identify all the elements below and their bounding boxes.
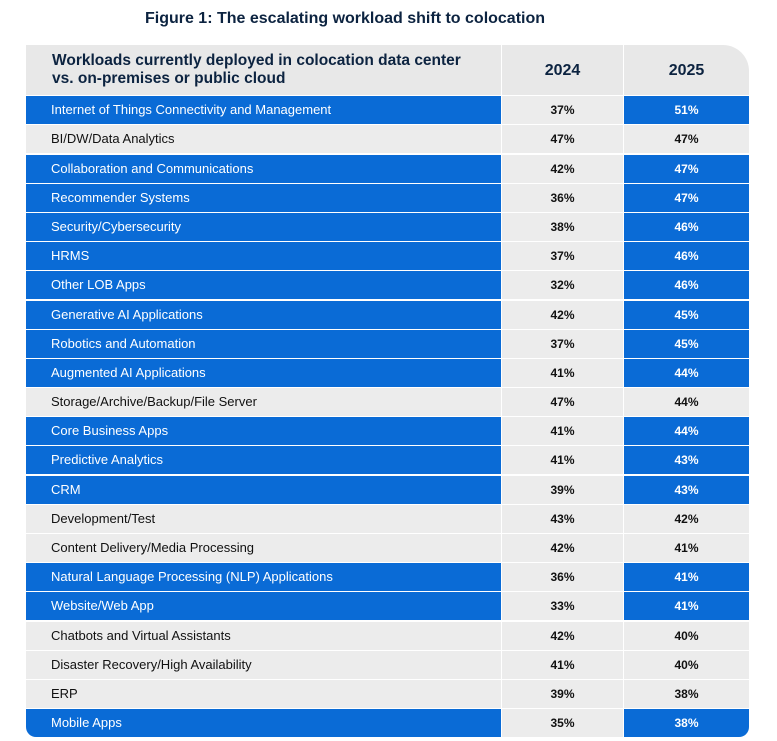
row-label: Collaboration and Communications: [26, 154, 501, 183]
value-2025: 45%: [624, 329, 749, 358]
row-label: Website/Web App: [26, 592, 501, 621]
value-2024: 41%: [502, 417, 623, 446]
table-row: Collaboration and Communications 42% 47%: [26, 154, 749, 183]
value-2024: 42%: [502, 154, 623, 183]
header-divider: [501, 45, 502, 95]
table-body: Internet of Things Connectivity and Mana…: [26, 96, 749, 738]
table-row: ERP 39% 38%: [26, 679, 749, 708]
figure-title: Figure 1: The escalating workload shift …: [144, 10, 546, 27]
row-label: Development/Test: [26, 504, 501, 533]
row-label: Natural Language Processing (NLP) Applic…: [26, 563, 501, 592]
value-2025: 46%: [624, 212, 749, 241]
table-row: Natural Language Processing (NLP) Applic…: [26, 563, 749, 592]
value-2024: 43%: [502, 504, 623, 533]
value-2024: 33%: [502, 592, 623, 621]
value-2024: 35%: [502, 709, 623, 738]
table-row: Chatbots and Virtual Assistants 42% 40%: [26, 621, 749, 650]
value-2025: 40%: [624, 621, 749, 650]
value-2024: 37%: [502, 242, 623, 271]
value-2024: 38%: [502, 212, 623, 241]
value-2025: 43%: [624, 446, 749, 475]
row-label: BI/DW/Data Analytics: [26, 125, 501, 154]
value-2025: 45%: [624, 300, 749, 329]
workload-table: Workloads currently deployed in colocati…: [26, 45, 749, 738]
value-2025: 51%: [624, 96, 749, 125]
row-label: CRM: [26, 475, 501, 504]
value-2024: 36%: [502, 563, 623, 592]
value-2025: 43%: [624, 475, 749, 504]
table-row: Content Delivery/Media Processing 42% 41%: [26, 534, 749, 562]
value-2024: 39%: [502, 679, 623, 708]
table-row: Internet of Things Connectivity and Mana…: [26, 96, 749, 125]
value-2024: 42%: [502, 621, 623, 650]
table-row: Website/Web App 33% 41%: [26, 592, 749, 621]
table-row: Security/Cybersecurity 38% 46%: [26, 212, 749, 241]
value-2024: 47%: [502, 125, 623, 154]
value-2024: 36%: [502, 183, 623, 212]
value-2024: 32%: [502, 271, 623, 300]
value-2024: 42%: [502, 534, 623, 562]
table-row: Other LOB Apps 32% 46%: [26, 271, 749, 300]
value-2025: 47%: [624, 183, 749, 212]
table-row: Predictive Analytics 41% 43%: [26, 446, 749, 475]
value-2025: 40%: [624, 650, 749, 679]
row-label: HRMS: [26, 242, 501, 271]
row-label: Content Delivery/Media Processing: [26, 534, 501, 562]
value-2025: 47%: [624, 154, 749, 183]
header-year-2025: 2025: [668, 62, 705, 79]
row-label: Predictive Analytics: [26, 446, 501, 475]
table-row: Augmented AI Applications 41% 44%: [26, 358, 749, 387]
row-label: ERP: [26, 679, 501, 708]
row-label: Internet of Things Connectivity and Mana…: [26, 96, 501, 125]
table-row: Development/Test 43% 42%: [26, 504, 749, 533]
row-label: Generative AI Applications: [26, 300, 501, 329]
value-2024: 37%: [502, 96, 623, 125]
value-2025: 41%: [624, 563, 749, 592]
table-row: CRM 39% 43%: [26, 475, 749, 504]
table-row: Disaster Recovery/High Availability 41% 40…: [26, 650, 749, 679]
row-label: Other LOB Apps: [26, 271, 501, 300]
value-2025: 44%: [624, 417, 749, 446]
row-label: Security/Cybersecurity: [26, 212, 501, 241]
table-row: Core Business Apps 41% 44%: [26, 417, 749, 446]
value-2024: 42%: [502, 300, 623, 329]
table-header: Workloads currently deployed in colocati…: [26, 45, 749, 95]
header-year-2024: 2024: [544, 62, 581, 79]
value-2025: 46%: [624, 242, 749, 271]
value-2024: 41%: [502, 358, 623, 387]
row-label: Core Business Apps: [26, 417, 501, 446]
row-label: Augmented AI Applications: [26, 358, 501, 387]
table-row: Storage/Archive/Backup/File Server 47% 44%: [26, 388, 749, 417]
value-2025: 46%: [624, 271, 749, 300]
value-2025: 38%: [624, 679, 749, 708]
value-2025: 41%: [624, 592, 749, 621]
header-divider: [623, 45, 624, 95]
row-label: Chatbots and Virtual Assistants: [26, 621, 501, 650]
table-row: Robotics and Automation 37% 45%: [26, 329, 749, 358]
value-2025: 44%: [624, 358, 749, 387]
value-2025: 42%: [624, 504, 749, 533]
value-2024: 41%: [502, 446, 623, 475]
row-label: Disaster Recovery/High Availability: [26, 650, 501, 679]
row-label: Storage/Archive/Backup/File Server: [26, 388, 501, 417]
value-2025: 38%: [624, 709, 749, 738]
value-2024: 37%: [502, 329, 623, 358]
table-row: HRMS 37% 46%: [26, 242, 749, 271]
table-row: Recommender Systems 36% 47%: [26, 183, 749, 212]
row-label: Mobile Apps: [26, 709, 501, 738]
value-2025: 41%: [624, 534, 749, 562]
table-row: Generative AI Applications 42% 45%: [26, 300, 749, 329]
value-2024: 47%: [502, 388, 623, 417]
row-label: Robotics and Automation: [26, 329, 501, 358]
row-label: Recommender Systems: [26, 183, 501, 212]
value-2024: 41%: [502, 650, 623, 679]
table-row: BI/DW/Data Analytics 47% 47%: [26, 125, 749, 154]
value-2025: 47%: [624, 125, 749, 154]
value-2024: 39%: [502, 475, 623, 504]
header-label: Workloads currently deployed in colocati…: [52, 52, 461, 87]
value-2025: 44%: [624, 388, 749, 417]
table-row: Mobile Apps 35% 38%: [26, 709, 749, 738]
